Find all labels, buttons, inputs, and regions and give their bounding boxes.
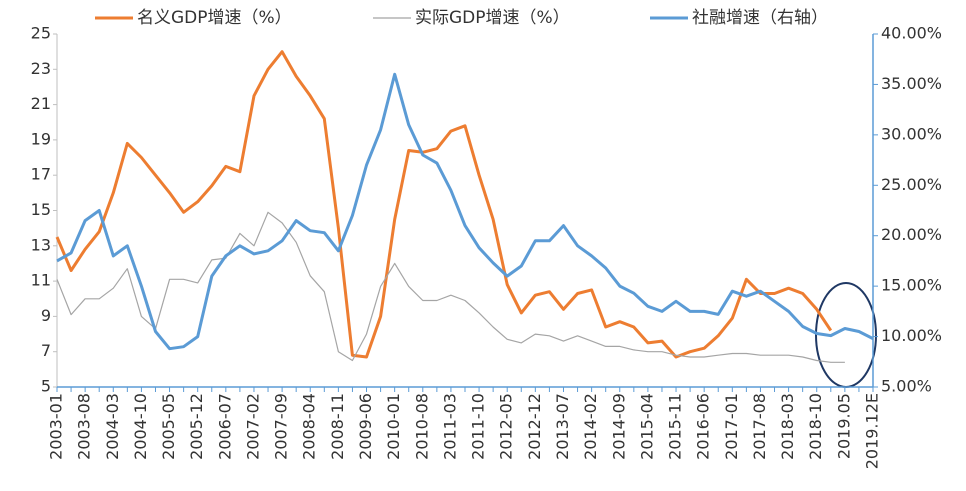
y-tick-label: 19 [31, 129, 51, 148]
x-tick-label: 2014-02 [581, 393, 600, 460]
y2-tick-label: 10.00% [881, 326, 942, 345]
y-tick-label: 21 [31, 94, 51, 113]
y-tick-label: 25 [31, 24, 51, 43]
x-tick-label: 2015-04 [637, 393, 656, 460]
x-tick-label: 2016-06 [694, 393, 713, 460]
x-tick-label: 2009-06 [356, 393, 375, 460]
series-line [56, 72, 874, 351]
y2-tick-label: 20.00% [881, 225, 942, 244]
x-tick-label: 2008-04 [300, 393, 319, 460]
series-line [56, 211, 845, 363]
x-tick-label: 2003-01 [47, 393, 66, 460]
x-tick-label: 2015-11 [666, 393, 685, 460]
x-tick-label: 2018-03 [778, 393, 797, 460]
x-tick-label: 2019.12E [863, 393, 882, 469]
legend-label: 社融增速（右轴） [692, 8, 828, 28]
y2-tick-label: 30.00% [881, 124, 942, 143]
y-tick-label: 15 [31, 200, 51, 219]
x-tick-label: 2011-10 [469, 393, 488, 460]
y2-tick-label: 15.00% [881, 276, 942, 295]
x-tick-label: 2010-01 [384, 393, 403, 460]
y-tick-label: 17 [31, 165, 51, 184]
x-tick-label: 2007-09 [272, 393, 291, 460]
x-tick-label: 2008-11 [328, 393, 347, 460]
x-tick-label: 2019.05 [834, 393, 853, 459]
x-tick-label: 2005-05 [159, 393, 178, 460]
x-tick-label: 2018-10 [806, 393, 825, 460]
y-tick-label: 5 [41, 377, 51, 396]
legend-label: 实际GDP增速（%） [415, 8, 570, 28]
x-tick-label: 2013-07 [553, 393, 572, 460]
y2-tick-label: 5.00% [881, 377, 932, 396]
x-tick-label: 2007-02 [243, 393, 262, 460]
y-tick-label: 23 [31, 59, 51, 78]
x-tick-label: 2003-08 [75, 393, 94, 460]
x-tick-label: 2017-08 [750, 393, 769, 460]
y2-tick-label: 35.00% [881, 74, 942, 93]
x-tick-label: 2012-05 [497, 393, 516, 460]
y2-tick-label: 40.00% [881, 24, 942, 43]
series-line [55, 50, 833, 359]
x-tick-label: 2005-12 [187, 393, 206, 460]
x-tick-label: 2011-03 [440, 393, 459, 460]
x-tick-label: 2004-10 [131, 393, 150, 460]
x-tick-label: 2014-09 [609, 393, 628, 460]
y-tick-label: 9 [41, 306, 51, 325]
y2-tick-label: 25.00% [881, 175, 942, 194]
y-tick-label: 7 [41, 341, 51, 360]
x-tick-label: 2012-12 [525, 393, 544, 460]
y-tick-label: 13 [31, 235, 51, 254]
legend-label: 名义GDP增速（%） [137, 8, 292, 28]
x-tick-label: 2010-08 [412, 393, 431, 460]
x-tick-label: 2017-01 [722, 393, 741, 460]
x-tick-label: 2004-03 [103, 393, 122, 460]
y-tick-label: 11 [31, 271, 51, 290]
x-tick-label: 2006-07 [215, 393, 234, 460]
